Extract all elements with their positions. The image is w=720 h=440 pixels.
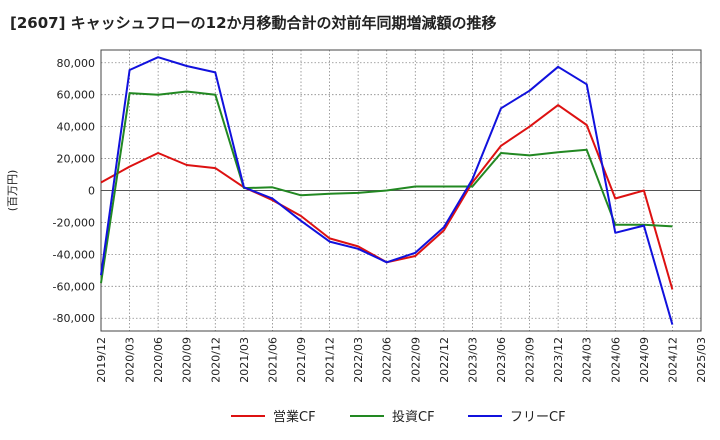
x-tick-label: 2020/03 bbox=[124, 337, 137, 383]
x-tick-label: 2024/03 bbox=[581, 337, 594, 383]
x-tick-label: 2020/09 bbox=[181, 337, 194, 383]
x-tick-label: 2022/12 bbox=[438, 337, 451, 383]
series-line bbox=[100, 90, 673, 284]
x-tick-label: 2022/09 bbox=[409, 337, 422, 383]
y-tick-label: 40,000 bbox=[57, 121, 96, 134]
x-tick-label: 2020/12 bbox=[209, 337, 222, 383]
y-tick-label: -20,000 bbox=[53, 216, 95, 229]
y-tick-label: -80,000 bbox=[53, 312, 95, 325]
axes bbox=[100, 49, 702, 332]
x-tick-label: 2021/09 bbox=[295, 337, 308, 383]
x-tick-label: 2024/09 bbox=[638, 337, 651, 383]
x-tick-label: 2022/03 bbox=[352, 337, 365, 383]
x-tick-label: 2023/12 bbox=[552, 337, 565, 383]
x-tick-label: 2021/03 bbox=[238, 337, 251, 383]
y-tick-label: 0 bbox=[88, 185, 95, 198]
y-tick-label: 80,000 bbox=[57, 57, 96, 70]
x-tick-label: 2021/06 bbox=[266, 337, 279, 383]
x-tick-label: 2021/12 bbox=[324, 337, 337, 383]
x-tick-label: 2020/06 bbox=[152, 337, 165, 383]
chart-title: [2607] キャッシュフローの12か月移動合計の対前年同期増減額の推移 bbox=[10, 14, 497, 32]
x-tick-label: 2025/03 bbox=[695, 337, 708, 383]
series-line bbox=[100, 56, 674, 325]
x-tick-label: 2022/06 bbox=[381, 337, 394, 383]
y-tick-label: 60,000 bbox=[57, 89, 96, 102]
y-tick-label: -60,000 bbox=[53, 280, 95, 293]
x-tick-label: 2023/06 bbox=[495, 337, 508, 383]
legend-label: 営業CF bbox=[273, 409, 316, 425]
tick-labels: 80,000 60,000 40,000 20,000 0 -20,000 -40,000 -… bbox=[53, 57, 708, 383]
x-tick-label: 2024/12 bbox=[666, 337, 679, 383]
x-tick-label: 2024/06 bbox=[609, 337, 622, 383]
legend: 営業CF 投資CF フリーCF bbox=[231, 409, 566, 425]
series-lines bbox=[100, 56, 674, 325]
legend-label: フリーCF bbox=[510, 410, 566, 425]
x-tick-label: 2023/09 bbox=[524, 337, 537, 383]
legend-label: 投資CF bbox=[392, 409, 435, 425]
y-tick-label: 20,000 bbox=[57, 153, 96, 166]
x-tick-label: 2023/03 bbox=[466, 337, 479, 383]
y-tick-label: -40,000 bbox=[53, 248, 95, 261]
plot-frame bbox=[100, 49, 702, 332]
y-axis-label: (百万円) bbox=[6, 170, 19, 212]
x-tick-label: 2019/12 bbox=[95, 337, 108, 383]
